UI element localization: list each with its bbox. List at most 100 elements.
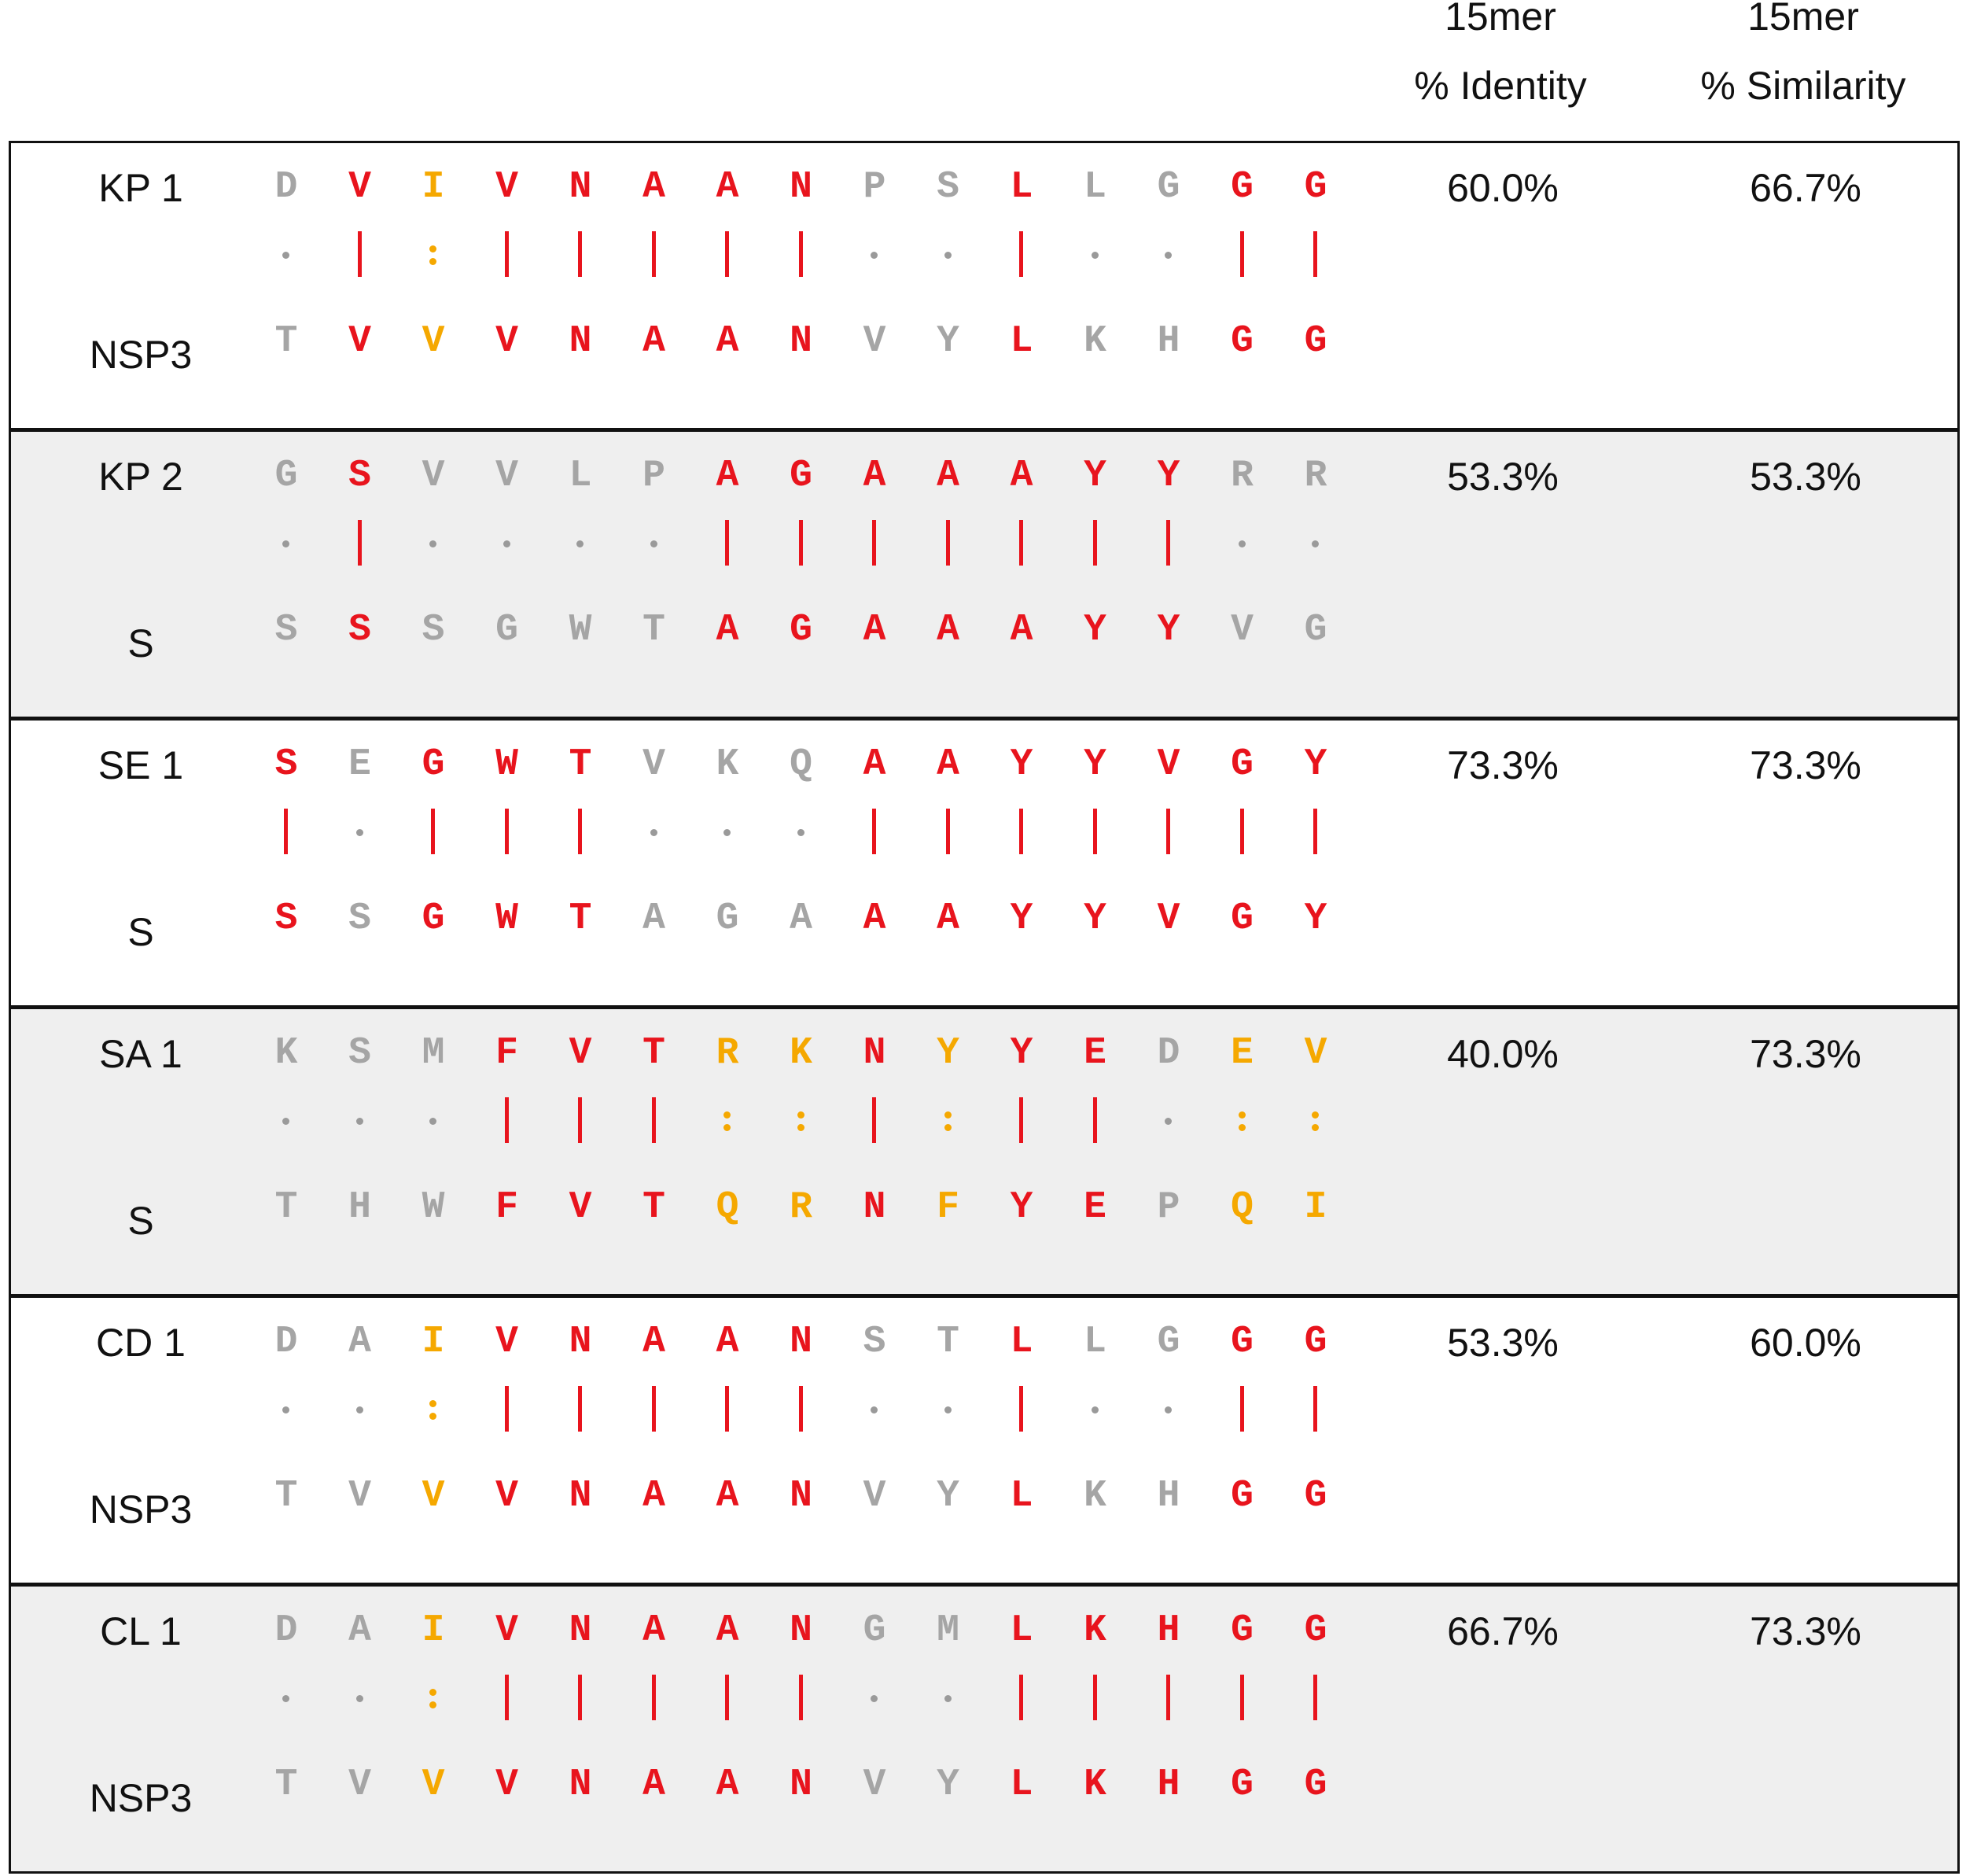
similarity-colon — [1292, 1097, 1339, 1144]
mismatch-dot — [925, 1386, 972, 1433]
residue-top: Y — [1010, 1032, 1033, 1074]
residue-bottom: V — [348, 320, 371, 363]
mismatch-dot — [410, 1097, 457, 1144]
similarity-value: 60.0% — [1750, 1321, 1861, 1365]
similarity-value: 53.3% — [1750, 455, 1861, 499]
identity-bar — [631, 231, 678, 278]
residue-bottom: G — [1304, 1475, 1327, 1517]
identity-bar — [557, 1097, 604, 1144]
mismatch-dot — [1072, 1386, 1119, 1433]
residue-bottom: N — [790, 1764, 812, 1806]
residue-bottom: Y — [937, 320, 959, 363]
identity-bar — [557, 231, 604, 278]
residue-bottom: S — [274, 897, 298, 940]
alignment-row: SA 1 S K T S H M W F F V V T T R Q K R N N Y F Y Y E E D P E Q V I 40.0%… — [9, 1007, 1960, 1296]
mismatch-dot — [337, 1097, 384, 1144]
identity-bar — [851, 520, 898, 567]
residue-top: V — [495, 166, 518, 208]
residue-bottom: S — [274, 609, 298, 651]
residue-bottom: A — [716, 1475, 739, 1517]
residue-bottom: G — [1304, 1764, 1327, 1806]
residue-bottom: G — [1231, 320, 1254, 363]
residue-bottom: V — [495, 320, 518, 363]
similarity-value: 66.7% — [1750, 166, 1861, 210]
mismatch-dot — [410, 520, 457, 567]
identity-bar — [998, 1675, 1045, 1722]
residue-top: Y — [1157, 455, 1180, 497]
residue-top: Y — [1304, 743, 1327, 786]
residue-bottom: A — [716, 320, 739, 363]
residue-bottom: T — [274, 320, 298, 363]
identity-bar — [484, 809, 531, 856]
residue-top: F — [495, 1032, 518, 1074]
residue-bottom: V — [422, 1764, 445, 1806]
residue-bottom: V — [422, 320, 445, 363]
residue-top: V — [422, 455, 445, 497]
residue-bottom: A — [642, 1764, 665, 1806]
residue-top: L — [1084, 1321, 1106, 1363]
residue-bottom: S — [348, 897, 371, 940]
residue-top: S — [348, 1032, 371, 1074]
row-label-bottom: NSP3 — [89, 333, 193, 377]
mismatch-dot — [557, 520, 604, 567]
residue-bottom: V — [495, 1764, 518, 1806]
residue-top: V — [495, 1609, 518, 1652]
residue-bottom: V — [863, 1475, 886, 1517]
residue-bottom: G — [1304, 320, 1327, 363]
residue-bottom: T — [274, 1764, 298, 1806]
mismatch-dot — [337, 809, 384, 856]
residue-bottom: V — [863, 320, 886, 363]
residue-bottom: T — [274, 1186, 298, 1229]
identity-bar — [851, 809, 898, 856]
identity-bar — [1219, 1386, 1266, 1433]
residue-top: L — [1010, 1609, 1033, 1652]
residue-top: P — [642, 455, 665, 497]
residue-top: T — [569, 743, 592, 786]
residue-top: W — [495, 743, 518, 786]
residue-bottom: A — [642, 897, 665, 940]
residue-bottom: A — [716, 609, 739, 651]
identity-bar — [925, 809, 972, 856]
similarity-colon — [925, 1097, 972, 1144]
residue-bottom: V — [495, 1475, 518, 1517]
row-label-top: KP 1 — [98, 166, 183, 210]
residue-top: G — [1157, 166, 1180, 208]
residue-bottom: A — [790, 897, 812, 940]
identity-bar — [998, 1386, 1045, 1433]
residue-bottom: A — [716, 1764, 739, 1806]
alignment-row: CL 1 NSP3 D T A V I V V V N N A A A A N N G V M Y L L K K H H G G G G 66… — [9, 1584, 1960, 1874]
mismatch-dot — [263, 1386, 310, 1433]
row-label-top: CL 1 — [100, 1609, 182, 1653]
residue-top: A — [716, 1609, 739, 1652]
residue-top: R — [1231, 455, 1254, 497]
identity-bar — [410, 809, 457, 856]
similarity-value: 73.3% — [1750, 1609, 1861, 1653]
identity-value: 53.3% — [1447, 455, 1559, 499]
residue-bottom: V — [348, 1764, 371, 1806]
similarity-colon — [1219, 1097, 1266, 1144]
residue-top: D — [274, 1321, 298, 1363]
identity-bar — [484, 1386, 531, 1433]
identity-bar — [778, 1675, 825, 1722]
residue-top: A — [863, 743, 886, 786]
residue-bottom: K — [1084, 1475, 1106, 1517]
alignment-row: KP 2 S G S S S V S V G L W P T A A G G A A A A A A Y Y Y Y R V R G 53.3%… — [9, 429, 1960, 719]
alignment-table: KP 1 NSP3 D T V V I V V V N N A A A A N N P V S Y L L L K G H G G G G 60… — [9, 141, 1960, 1874]
mismatch-dot — [1145, 231, 1192, 278]
identity-value: 53.3% — [1447, 1321, 1559, 1365]
residue-bottom: W — [569, 609, 592, 651]
identity-bar — [925, 520, 972, 567]
residue-top: G — [1231, 1609, 1254, 1652]
identity-bar — [778, 1386, 825, 1433]
residue-bottom: L — [1010, 1475, 1033, 1517]
mismatch-dot — [851, 1675, 898, 1722]
identity-bar — [998, 520, 1045, 567]
residue-top: V — [569, 1032, 592, 1074]
residue-bottom: Y — [1084, 897, 1106, 940]
residue-top: L — [1084, 166, 1106, 208]
similarity-colon — [704, 1097, 751, 1144]
mismatch-dot — [1145, 1386, 1192, 1433]
identity-bar — [1072, 809, 1119, 856]
mismatch-dot — [263, 1675, 310, 1722]
residue-top: A — [642, 1321, 665, 1363]
